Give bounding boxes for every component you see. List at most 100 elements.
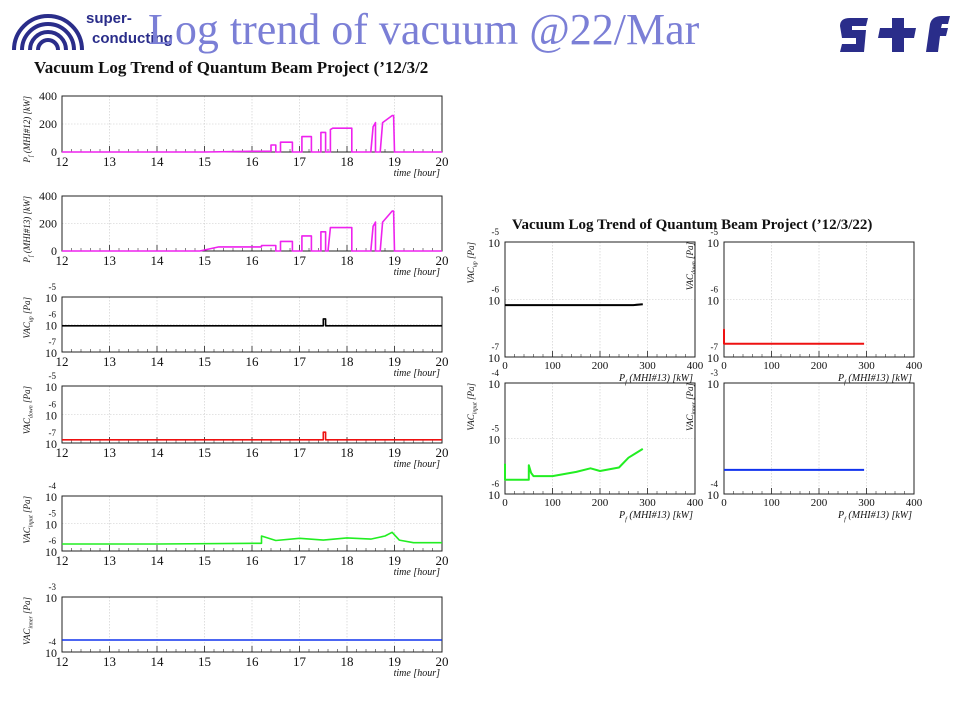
x-tick-label: 400 [687,497,704,509]
y-tick-exponent: -6 [49,310,57,320]
x-tick-label: 16 [246,354,260,369]
series-line [62,431,442,441]
x-tick-label: 17 [293,553,307,568]
x-tick-label: 18 [341,654,354,669]
x-axis-label: Pf (MHI#13) [kW] [837,373,912,386]
x-tick-label: 15 [198,354,211,369]
y-tick-label: 10 [45,409,57,423]
x-tick-label: 19 [388,445,401,460]
x-tick-label: 19 [388,154,401,169]
series-line [505,303,643,307]
x-tick-label: 19 [388,253,401,268]
x-tick-label: 20 [436,654,449,669]
y-tick-exponent: -4 [711,479,719,489]
series-line [62,318,442,327]
x-tick-label: 12 [56,354,69,369]
x-tick-label: 0 [502,360,508,372]
y-tick-label: 10 [488,351,500,365]
x-tick-label: 20 [436,553,449,568]
y-axis-label: VACinput [Pa] [466,383,479,431]
y-tick-label: 400 [39,89,57,103]
y-tick-label: 10 [45,437,57,451]
x-tick-label: 16 [246,154,260,169]
x-tick-label: 14 [151,253,165,268]
x-tick-label: 15 [198,553,211,568]
y-tick-label: 10 [45,380,57,394]
y-tick-label: 0 [51,244,57,258]
x-tick-label: 20 [436,445,449,460]
slide-title: Log trend of vacuum @22/Mar [148,5,700,54]
y-tick-label: 10 [707,488,719,502]
y-tick-label: 10 [488,294,500,308]
y-tick-exponent: -4 [492,368,500,378]
x-tick-label: 14 [151,553,165,568]
x-tick-label: 17 [293,154,307,169]
y-tick-exponent: -6 [49,536,57,546]
right-panel-title: Vacuum Log Trend of Quantum Beam Project… [512,217,873,233]
x-tick-label: 19 [388,354,401,369]
y-tick-exponent: -5 [711,227,719,237]
y-axis-label: VACinner [Pa] [685,383,698,431]
y-tick-exponent: -5 [49,509,57,519]
series-line [62,114,442,153]
y-tick-label: 10 [707,236,719,250]
y-tick-label: 10 [488,377,500,391]
x-tick-label: 12 [56,553,69,568]
x-tick-label: 100 [544,497,561,509]
x-tick-label: 0 [721,360,727,372]
y-tick-exponent: -6 [492,479,500,489]
y-tick-label: 200 [39,217,57,231]
x-tick-label: 18 [341,354,354,369]
x-tick-label: 17 [293,445,307,460]
x-tick-label: 200 [811,497,828,509]
y-tick-exponent: -6 [492,285,500,295]
stf-logo-icon [840,16,950,52]
x-tick-label: 18 [341,445,354,460]
x-tick-label: 14 [151,654,165,669]
x-tick-label: 100 [544,360,561,372]
y-tick-exponent: -5 [492,424,500,434]
y-tick-label: 400 [39,189,57,203]
y-tick-label: 10 [45,545,57,559]
x-axis-label: time [hour] [394,668,441,679]
x-tick-label: 16 [246,553,260,568]
y-tick-label: 10 [707,294,719,308]
y-tick-exponent: -3 [711,368,719,378]
y-axis-label: Pf (MHI#13) [kW] [22,196,35,264]
y-axis-label: VACdown [Pa] [685,242,698,291]
x-tick-label: 0 [502,497,508,509]
x-tick-label: 400 [906,360,923,372]
x-axis-label: Pf (MHI#13) [kW] [837,510,912,523]
x-tick-label: 18 [341,253,354,268]
y-tick-exponent: -4 [49,481,57,491]
x-tick-label: 300 [639,497,656,509]
x-tick-label: 15 [198,445,211,460]
superconducting-logo-icon [12,14,84,51]
x-axis-label: Pf (MHI#13) [kW] [618,373,693,386]
x-axis-label: time [hour] [394,567,441,578]
y-tick-label: 10 [45,346,57,360]
y-tick-label: 10 [707,377,719,391]
x-axis-label: time [hour] [394,267,441,278]
x-tick-label: 13 [103,354,116,369]
y-tick-exponent: -7 [492,342,500,352]
x-tick-label: 0 [721,497,727,509]
x-tick-label: 16 [246,654,260,669]
x-tick-label: 13 [103,445,116,460]
x-tick-label: 17 [293,654,307,669]
y-tick-exponent: -6 [49,400,57,410]
series-line [62,210,442,252]
x-tick-label: 12 [56,654,69,669]
y-tick-label: 10 [45,291,57,305]
x-tick-label: 17 [293,253,307,268]
y-axis-label: VACup [Pa] [22,297,35,339]
x-tick-label: 17 [293,354,307,369]
x-tick-label: 300 [858,360,875,372]
x-tick-label: 15 [198,253,211,268]
x-tick-label: 14 [151,354,165,369]
y-tick-exponent: -5 [492,227,500,237]
y-axis-label: VACinput [Pa] [22,496,35,544]
